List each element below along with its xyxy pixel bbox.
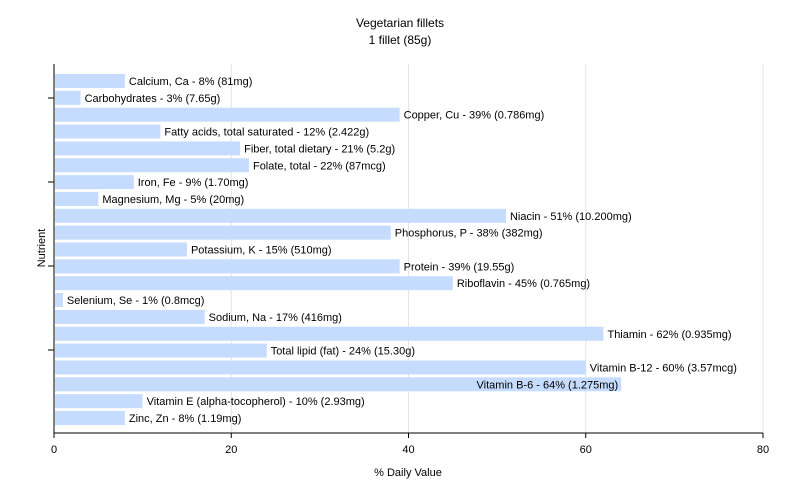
bar bbox=[55, 124, 161, 139]
bar bbox=[55, 309, 205, 324]
bar-label: Zinc, Zn - 8% (1.19mg) bbox=[129, 413, 241, 425]
x-tick-label: 20 bbox=[225, 444, 237, 456]
bar bbox=[55, 394, 143, 409]
y-axis-label: Nutrient bbox=[36, 229, 48, 268]
bar-label: Total lipid (fat) - 24% (15.30g) bbox=[271, 346, 415, 358]
bar-label: Magnesium, Mg - 5% (20mg) bbox=[102, 194, 244, 206]
bar bbox=[55, 326, 604, 341]
x-tick-label: 0 bbox=[51, 444, 57, 456]
bar bbox=[55, 360, 586, 375]
bar-label: Vitamin E (alpha-tocopherol) - 10% (2.93… bbox=[147, 396, 365, 408]
bar bbox=[55, 175, 134, 190]
bar-label: Vitamin B-12 - 60% (3.57mcg) bbox=[590, 362, 737, 374]
bar bbox=[55, 74, 125, 88]
bars bbox=[55, 74, 622, 425]
bar-label: Protein - 39% (19.55g) bbox=[404, 261, 515, 273]
bar-label: Niacin - 51% (10.200mg) bbox=[510, 211, 632, 223]
bar-label: Thiamin - 62% (0.935mg) bbox=[607, 329, 731, 341]
bar-label: Iron, Fe - 9% (1.70mg) bbox=[138, 177, 249, 189]
bar-label: Selenium, Se - 1% (0.8mcg) bbox=[67, 295, 205, 307]
bar bbox=[55, 259, 400, 274]
x-axis-label: % Daily Value bbox=[374, 467, 442, 479]
chart-subtitle: 1 fillet (85g) bbox=[368, 33, 432, 47]
bar bbox=[55, 343, 267, 358]
bar-label: Folate, total - 22% (87mcg) bbox=[253, 160, 386, 172]
x-tick-label: 80 bbox=[757, 444, 769, 456]
bar-label: Vitamin B-6 - 64% (1.275mg) bbox=[477, 379, 619, 391]
bar bbox=[55, 107, 400, 122]
bar-label: Calcium, Ca - 8% (81mg) bbox=[129, 76, 252, 88]
bar-label: Fiber, total dietary - 21% (5.2g) bbox=[244, 143, 395, 155]
bar-label: Fatty acids, total saturated - 12% (2.42… bbox=[164, 127, 369, 139]
bar-label: Phosphorus, P - 38% (382mg) bbox=[395, 228, 543, 240]
bar-label: Potassium, K - 15% (510mg) bbox=[191, 245, 332, 257]
bar bbox=[55, 411, 125, 425]
x-tick-labels: 0 20 40 60 80 bbox=[51, 433, 769, 456]
bar-label: Copper, Cu - 39% (0.786mg) bbox=[404, 110, 545, 122]
bar-label: Sodium, Na - 17% (416mg) bbox=[209, 312, 342, 324]
bar bbox=[55, 191, 99, 206]
chart-title: Vegetarian fillets bbox=[355, 16, 445, 30]
bar-labels: Calcium, Ca - 8% (81mg) Carbohydrates - 3… bbox=[67, 76, 737, 425]
bar-label: Riboflavin - 45% (0.765mg) bbox=[457, 278, 590, 290]
bar bbox=[55, 225, 391, 240]
x-tick-label: 60 bbox=[580, 444, 592, 456]
bar-label: Carbohydrates - 3% (7.65g) bbox=[85, 93, 221, 105]
bar bbox=[55, 208, 506, 223]
x-tick-label: 40 bbox=[402, 444, 414, 456]
bar bbox=[55, 141, 241, 156]
bar bbox=[55, 90, 81, 105]
bar bbox=[55, 158, 249, 173]
bar bbox=[55, 242, 187, 257]
bar bbox=[55, 276, 453, 291]
bar bbox=[55, 377, 622, 392]
bar bbox=[55, 293, 63, 308]
